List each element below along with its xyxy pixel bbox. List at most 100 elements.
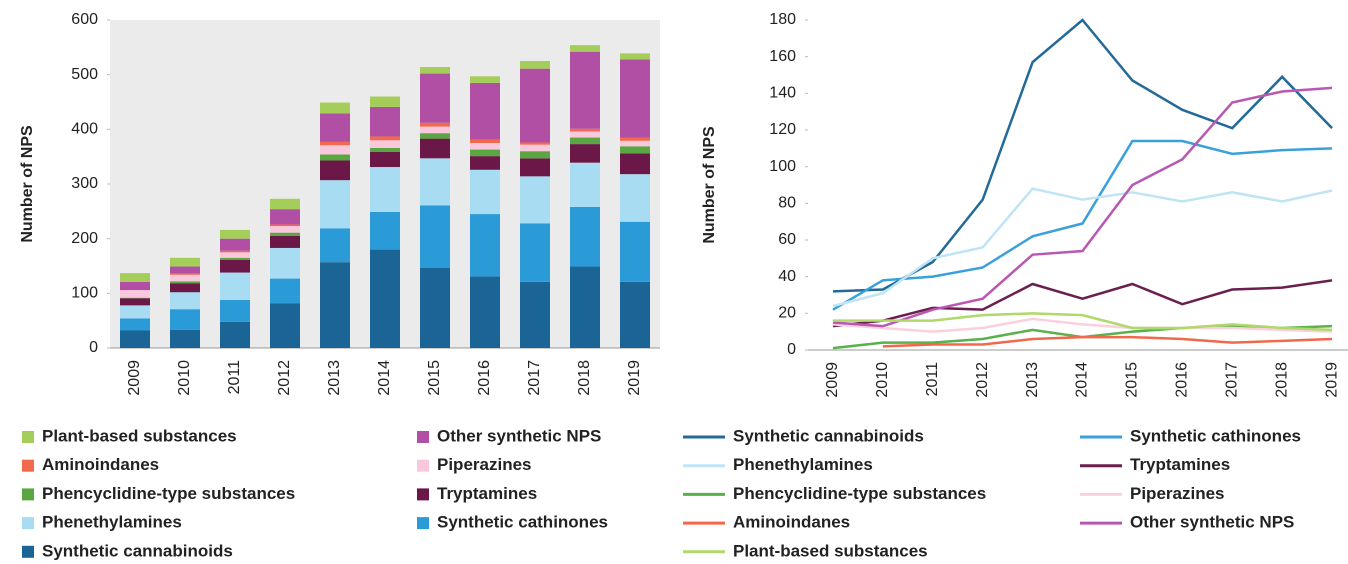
bar-segment <box>570 128 600 132</box>
bar-segment <box>170 309 200 330</box>
legend-label: Piperazines <box>1130 484 1225 503</box>
line-series <box>832 139 1333 311</box>
bar-segment <box>120 290 150 298</box>
bar-segment <box>370 151 400 168</box>
bar-segment <box>170 274 200 282</box>
bar-segment <box>320 145 350 155</box>
bar-segment <box>620 137 650 141</box>
bar-segment <box>320 141 350 146</box>
bar-segment <box>520 281 550 348</box>
bar-segment <box>520 176 550 224</box>
bar-segment <box>220 250 250 253</box>
bar-segment <box>270 224 300 227</box>
y-tick-label: 0 <box>787 341 796 358</box>
y-tick-label: 20 <box>778 305 796 322</box>
y-tick-label: 200 <box>71 230 98 247</box>
x-tick-label: 2010 <box>874 362 891 398</box>
line-series <box>832 86 1333 328</box>
bar-segment <box>520 61 550 69</box>
y-tick-label: 100 <box>71 285 98 302</box>
x-tick-label: 2018 <box>576 360 593 396</box>
legend-label: Plant-based substances <box>42 426 237 445</box>
bar-segment <box>120 297 150 299</box>
y-tick-label: 40 <box>778 268 796 285</box>
legend-label: Piperazines <box>437 455 532 474</box>
bar-segment <box>370 96 400 107</box>
y-tick-label: 80 <box>778 195 796 212</box>
legend-swatch <box>417 431 429 443</box>
bar-segment <box>220 321 250 348</box>
bar-segment <box>320 160 350 181</box>
bar-segment <box>520 158 550 177</box>
x-tick-label: 2014 <box>376 360 393 396</box>
bar-segment <box>470 139 500 143</box>
bar-segment <box>120 318 150 331</box>
bar-segment <box>170 266 200 274</box>
bar-segment <box>370 211 400 250</box>
bar-segment <box>420 73 450 123</box>
x-tick-label: 2010 <box>176 360 193 396</box>
bar-segment <box>220 259 250 273</box>
y-tick-label: 400 <box>71 121 98 138</box>
x-tick-label: 2009 <box>126 360 143 396</box>
bar-segment <box>170 257 200 267</box>
bar-segment <box>420 126 450 134</box>
legend-label: Tryptamines <box>437 484 537 503</box>
bar-segment <box>220 299 250 322</box>
bar-segment <box>370 167 400 212</box>
bar-segment <box>470 149 500 157</box>
bar-segment <box>270 198 300 210</box>
bar-segment <box>570 206 600 267</box>
bar-segment <box>570 51 600 129</box>
bar-segment <box>570 144 600 163</box>
bar-segment <box>120 281 150 291</box>
y-tick-label: 140 <box>769 85 796 102</box>
bar-segment <box>420 133 450 139</box>
legend-swatch <box>417 488 429 501</box>
bar-segment <box>520 144 550 152</box>
bar-segment <box>270 226 300 233</box>
x-tick-label: 2013 <box>1024 362 1041 398</box>
bar-segment <box>320 180 350 229</box>
legend-label: Phenethylamines <box>42 513 182 532</box>
bar-segment <box>520 223 550 282</box>
x-tick-label: 2017 <box>1223 362 1240 398</box>
bar-segment <box>220 252 250 258</box>
x-tick-label: 2016 <box>1174 362 1191 398</box>
x-tick-label: 2015 <box>1124 362 1141 398</box>
bar-segment <box>270 247 300 279</box>
bar-segment <box>220 229 250 239</box>
legend-label: Phenethylamines <box>733 455 873 474</box>
legend-label: Aminoindanes <box>42 455 159 474</box>
legend-swatch <box>417 517 429 530</box>
x-tick-label: 2015 <box>426 360 443 396</box>
bar-segment <box>170 283 200 293</box>
x-tick-label: 2014 <box>1074 362 1091 398</box>
y-axis-label: Number of NPS <box>701 126 718 244</box>
y-tick-label: 160 <box>769 48 796 65</box>
y-tick-label: 500 <box>71 66 98 83</box>
bar-segment <box>270 303 300 348</box>
bar-segment <box>320 113 350 142</box>
legend-label: Aminoindanes <box>733 513 850 532</box>
bar-segment <box>470 143 500 150</box>
bar-segment <box>170 292 200 310</box>
bar-segment <box>470 276 500 348</box>
bar-segment <box>470 82 500 140</box>
legend-label: Phencyclidine-type substances <box>733 484 986 503</box>
x-tick-label: 2011 <box>226 360 243 395</box>
x-tick-label: 2012 <box>974 362 991 398</box>
bar-segment <box>470 156 500 170</box>
x-tick-label: 2009 <box>824 362 841 398</box>
y-tick-label: 0 <box>89 339 98 356</box>
bar-segment <box>420 158 450 206</box>
legend-label: Synthetic cannabinoids <box>733 426 924 445</box>
bar-segment <box>520 142 550 145</box>
bar-segment <box>370 147 400 152</box>
bar-segment <box>220 238 250 251</box>
bar-segment <box>570 131 600 138</box>
bar-segment <box>320 228 350 263</box>
legend-swatch <box>22 431 34 443</box>
y-tick-label: 180 <box>769 11 796 28</box>
